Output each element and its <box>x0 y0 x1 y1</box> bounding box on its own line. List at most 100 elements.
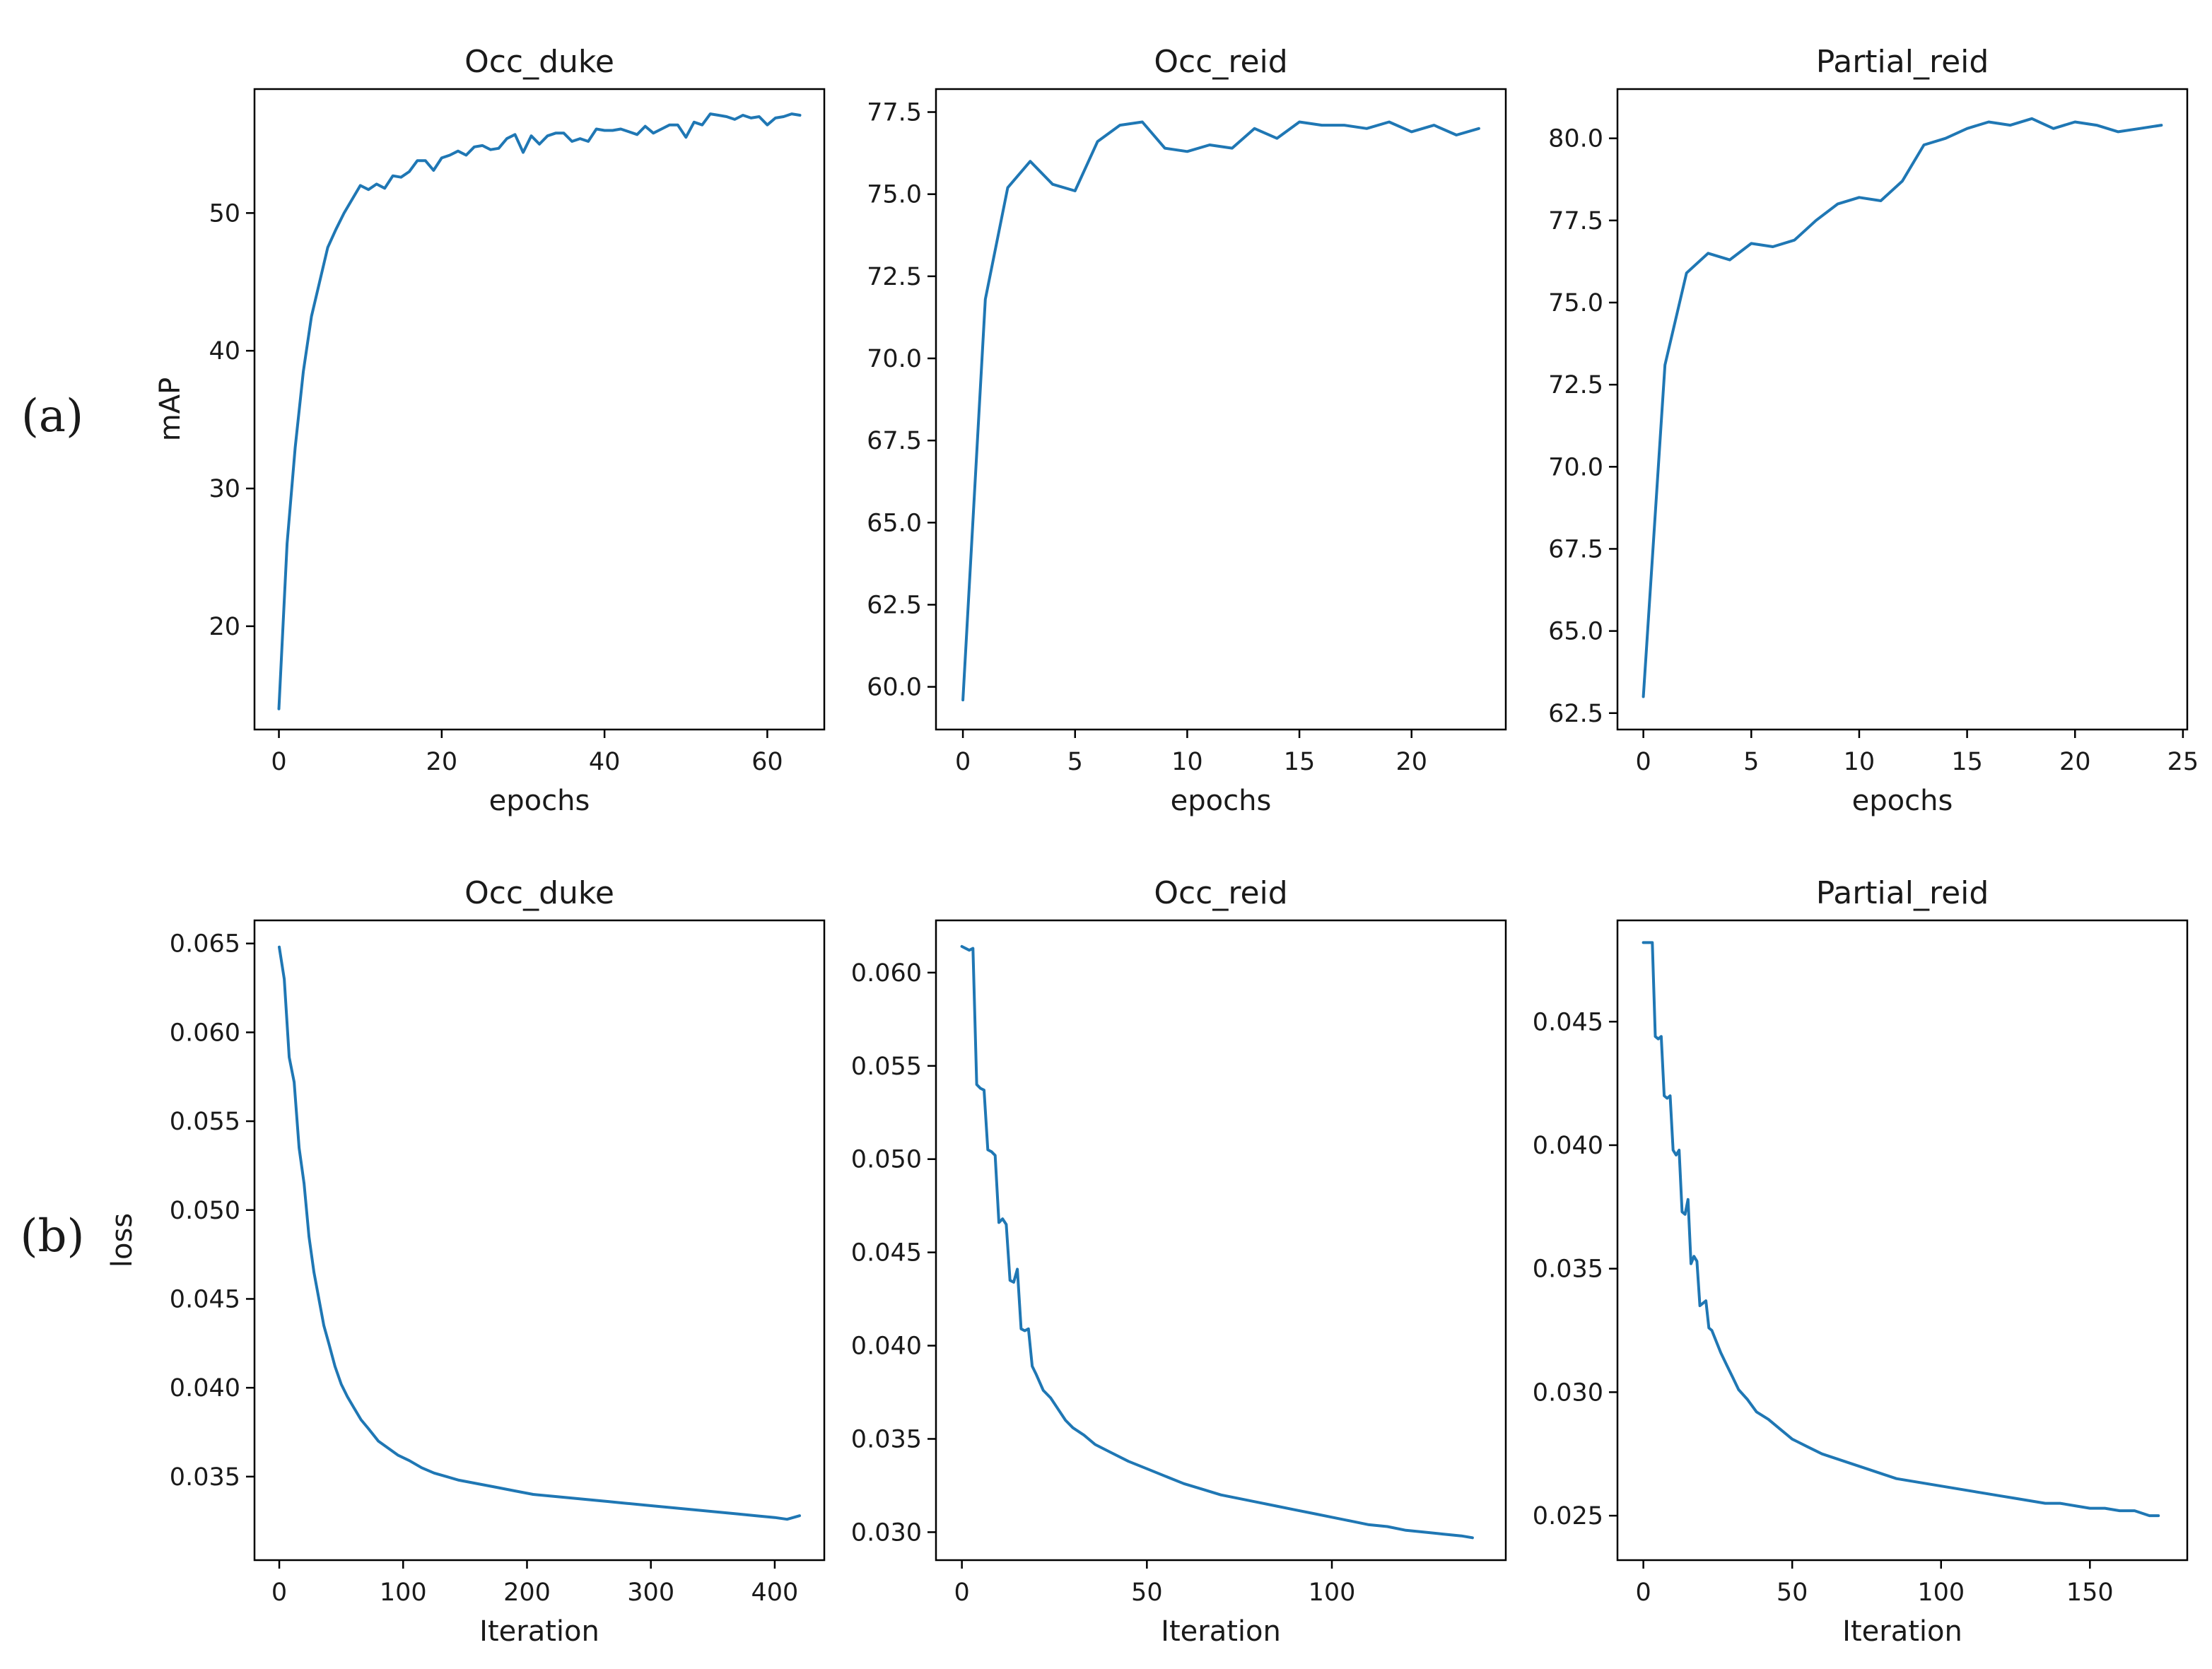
y-tick-label: 65.0 <box>1548 618 1603 646</box>
y-tick-label: 0.025 <box>1533 1502 1603 1530</box>
x-tick-label: 0 <box>271 748 286 776</box>
chart-panel-b-3: 0 50 100 150 0.025 0.030 0.035 0.040 0.045 Partia… <box>1533 875 2189 1648</box>
x-tick-label: 100 <box>1917 1579 1965 1607</box>
panel-title: Occ_duke <box>464 44 614 80</box>
x-tick-label: 100 <box>380 1579 427 1607</box>
x-tick-label: 300 <box>627 1579 674 1607</box>
y-tick-label: 0.040 <box>1533 1132 1603 1160</box>
series-line-loss <box>960 944 1474 1540</box>
y-tick-label: 0.060 <box>851 959 922 988</box>
x-axis-label: Iteration <box>1161 1615 1281 1648</box>
panel-title: Occ_reid <box>1154 44 1287 80</box>
y-tick-label: 0.060 <box>170 1019 240 1047</box>
y-tick-label: 0.040 <box>170 1374 240 1402</box>
x-tick-label: 50 <box>1777 1579 1808 1607</box>
x-axis-label: Iteration <box>479 1615 599 1648</box>
x-tick-label: 10 <box>1844 748 1875 776</box>
chart-panel-b-2: 0 50 100 0.030 0.035 0.040 0.045 0.050 0.055 0.06… <box>851 875 1507 1648</box>
y-tick-label: 72.5 <box>867 263 922 291</box>
y-tick-label: 75.0 <box>1548 289 1603 317</box>
y-tick-label: 70.0 <box>1548 453 1603 481</box>
row-label-b: (b) <box>21 1210 85 1263</box>
y-tick-label: 0.065 <box>170 930 240 959</box>
y-tick-label: 0.040 <box>851 1333 922 1361</box>
chart-panel-a-3: 0 5 10 15 20 25 62.5 65.0 67.5 70.0 72.5 75.0 77.5 80… <box>1548 44 2199 817</box>
plot-frame <box>1616 88 2189 731</box>
y-tick-label: 0.055 <box>170 1108 240 1136</box>
x-tick-label: 25 <box>2167 748 2199 776</box>
y-tick-label: 50 <box>209 199 240 228</box>
x-tick-label: 60 <box>751 748 783 776</box>
y-tick-label: 0.035 <box>1533 1255 1603 1284</box>
y-tick-label: 0.050 <box>170 1197 240 1225</box>
chart-panel-b-1: 0 100 200 300 400 0.035 0.040 0.045 0.050 0.055 0.… <box>106 875 826 1648</box>
y-tick-label: 0.030 <box>851 1518 922 1547</box>
x-tick-label: 0 <box>955 748 971 776</box>
x-tick-label: 100 <box>1309 1579 1356 1607</box>
plot-frame <box>935 919 1507 1562</box>
x-axis-label: epochs <box>1852 785 1953 817</box>
row-label-a: (a) <box>21 390 83 443</box>
x-tick-label: 5 <box>1067 748 1083 776</box>
x-tick-label: 10 <box>1171 748 1203 776</box>
y-tick-label: 40 <box>209 337 240 365</box>
y-tick-label: 30 <box>209 475 240 503</box>
y-axis-label: mAP <box>154 377 187 441</box>
panel-title: Partial_reid <box>1816 875 1989 911</box>
x-tick-label: 20 <box>1395 748 1427 776</box>
x-tick-label: 50 <box>1131 1579 1163 1607</box>
series-line-mAP <box>1642 117 2163 698</box>
y-tick-label: 65.0 <box>867 509 922 537</box>
x-tick-label: 15 <box>1951 748 1983 776</box>
y-tick-label: 0.035 <box>851 1425 922 1453</box>
y-tick-label: 62.5 <box>1548 700 1603 728</box>
plot-frame <box>1616 919 2189 1562</box>
y-tick-label: 62.5 <box>867 591 922 619</box>
x-tick-label: 0 <box>1635 1579 1651 1607</box>
y-tick-label: 0.045 <box>170 1285 240 1313</box>
x-tick-label: 0 <box>271 1579 287 1607</box>
x-tick-label: 200 <box>503 1579 551 1607</box>
panel-title: Occ_reid <box>1154 875 1287 911</box>
series-line-mAP <box>961 120 1480 702</box>
series-line-loss <box>278 945 801 1521</box>
y-tick-label: 80.0 <box>1548 125 1603 153</box>
x-tick-label: 0 <box>1635 748 1651 776</box>
y-tick-label: 60.0 <box>867 674 922 702</box>
x-tick-label: 20 <box>2059 748 2091 776</box>
x-axis-label: epochs <box>1171 785 1272 817</box>
y-tick-label: 0.035 <box>170 1463 240 1492</box>
y-tick-label: 20 <box>209 613 240 641</box>
y-tick-label: 75.0 <box>867 181 922 209</box>
plot-frame <box>253 919 826 1562</box>
x-tick-label: 15 <box>1284 748 1316 776</box>
y-tick-label: 67.5 <box>1548 535 1603 563</box>
y-tick-label: 0.050 <box>851 1146 922 1174</box>
y-tick-label: 77.5 <box>867 99 922 127</box>
series-line-loss <box>1642 941 2160 1518</box>
x-axis-label: epochs <box>489 785 590 817</box>
panel-title: Occ_duke <box>464 875 614 911</box>
y-tick-label: 0.045 <box>1533 1008 1603 1036</box>
x-tick-label: 0 <box>954 1579 969 1607</box>
y-tick-label: 72.5 <box>1548 371 1603 399</box>
x-tick-label: 40 <box>589 748 621 776</box>
plot-frame <box>253 88 826 731</box>
y-tick-label: 67.5 <box>867 427 922 455</box>
x-axis-label: Iteration <box>1842 1615 1962 1648</box>
plot-frame <box>935 88 1507 731</box>
y-tick-label: 0.055 <box>851 1053 922 1081</box>
y-axis-label: loss <box>106 1213 139 1267</box>
y-tick-label: 70.0 <box>867 345 922 373</box>
chart-panel-a-2: 0 5 10 15 20 60.0 62.5 65.0 67.5 70.0 72.5 75.0 77.5… <box>867 44 1507 817</box>
y-tick-label: 0.030 <box>1533 1378 1603 1407</box>
x-tick-label: 150 <box>2066 1579 2114 1607</box>
x-tick-label: 400 <box>751 1579 799 1607</box>
x-tick-label: 20 <box>426 748 458 776</box>
y-tick-label: 77.5 <box>1548 207 1603 235</box>
x-tick-label: 5 <box>1743 748 1759 776</box>
